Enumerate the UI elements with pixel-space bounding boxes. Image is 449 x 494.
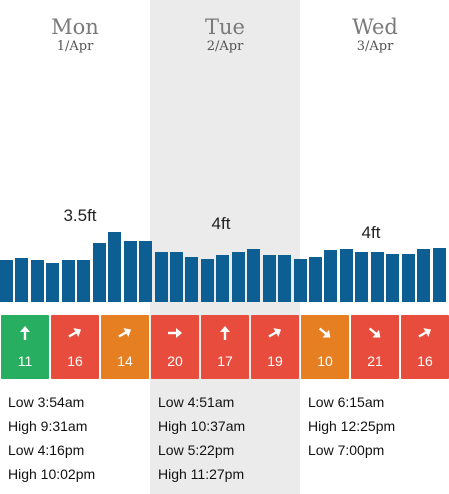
day-name: Mon [51, 15, 99, 39]
swell-bar [402, 254, 415, 302]
swell-bar [46, 263, 59, 302]
swell-bar [324, 250, 337, 302]
wind-speed: 16 [67, 353, 83, 369]
tide-time: Low 4:51am [158, 394, 235, 410]
wind-speed: 20 [167, 353, 183, 369]
swell-bar [77, 260, 90, 302]
swell-bar [0, 260, 13, 302]
wind-direction-arrow-icon [68, 328, 82, 338]
wave-height-mon: 3.5ft [63, 206, 97, 225]
swell-bar [139, 241, 152, 302]
day-name: Wed [352, 15, 398, 39]
day-header-wed: Wed 3/Apr [300, 14, 449, 54]
swell-bar [371, 252, 384, 302]
swell-bar [309, 257, 322, 302]
tide-time: Low 7:00pm [308, 442, 385, 458]
swell-bar [185, 257, 198, 302]
swell-bar [340, 249, 353, 302]
day-date: 1/Apr [56, 39, 94, 54]
day-header-tue: Tue 2/Apr [150, 14, 300, 54]
swell-bar [278, 255, 291, 302]
swell-bar [216, 255, 229, 302]
wind-speed: 10 [317, 353, 333, 369]
swell-bar [155, 252, 168, 302]
wind-box: 17 [201, 315, 249, 379]
swell-bar [294, 259, 307, 302]
wind-speed: 14 [117, 353, 133, 369]
swell-bar [108, 232, 121, 302]
wind-direction-arrow-icon [20, 326, 30, 340]
swell-bar [124, 241, 137, 302]
swell-bar [62, 260, 75, 302]
wind-box: 10 [301, 315, 349, 379]
wind-box: 11 [1, 315, 49, 379]
day-date: 2/Apr [206, 39, 244, 54]
wind-speed: 21 [367, 353, 383, 369]
tide-time: Low 5:22pm [158, 442, 235, 458]
wind-direction-arrow-icon [318, 327, 331, 338]
tide-time: Low 6:15am [308, 394, 385, 410]
wind-speed: 11 [17, 353, 33, 369]
day-header-mon: Mon 1/Apr [0, 14, 150, 54]
tide-time: Low 3:54am [8, 394, 85, 410]
tide-time: High 12:25pm [308, 418, 396, 434]
wind-speed: 16 [417, 353, 433, 369]
swell-bar [247, 249, 260, 302]
swell-bar [417, 249, 430, 302]
swell-bar [433, 248, 446, 302]
wind-box: 20 [151, 315, 199, 379]
tide-times-wed: Low 6:15am High 12:25pm Low 7:00pm [308, 390, 448, 462]
wind-box: 16 [401, 315, 449, 379]
tide-time: High 11:27pm [158, 466, 245, 482]
day-name: Tue [205, 15, 245, 39]
swell-bar [201, 259, 214, 302]
wave-height-tue: 4ft [211, 214, 231, 233]
day-column-tue [150, 0, 300, 494]
wind-speed: 19 [267, 353, 283, 369]
wind-direction-arrow-icon [268, 328, 282, 338]
tide-time: High 10:02pm [8, 466, 96, 482]
tide-times-tue: Low 4:51am High 10:37am Low 5:22pm High 11:… [158, 390, 298, 486]
tide-time: High 10:37am [158, 418, 246, 434]
wind-box: 14 [101, 315, 149, 379]
tide-time: Low 4:16pm [8, 442, 85, 458]
swell-bar [263, 255, 276, 302]
swell-bar [232, 252, 245, 302]
wind-box: 16 [51, 315, 99, 379]
day-date: 3/Apr [356, 39, 394, 54]
wind-direction-arrow-icon [220, 326, 230, 340]
wind-direction-arrow-icon [368, 327, 381, 338]
wind-direction-arrow-icon [418, 328, 432, 338]
tide-time: High 9:31am [8, 418, 88, 434]
wind-direction-arrow-icon [168, 328, 182, 338]
wave-height-wed: 4ft [361, 223, 381, 242]
swell-bar [170, 252, 183, 302]
swell-bar [15, 258, 28, 302]
wind-box: 21 [351, 315, 399, 379]
swell-bar [355, 252, 368, 302]
wind-box: 19 [251, 315, 299, 379]
tide-times-mon: Low 3:54am High 9:31am Low 4:16pm High 10:0… [8, 390, 148, 486]
wind-speed: 17 [217, 353, 233, 369]
wind-direction-arrow-icon [118, 328, 132, 338]
swell-bar [93, 243, 106, 302]
swell-bar [31, 260, 44, 302]
swell-bar [386, 254, 399, 302]
